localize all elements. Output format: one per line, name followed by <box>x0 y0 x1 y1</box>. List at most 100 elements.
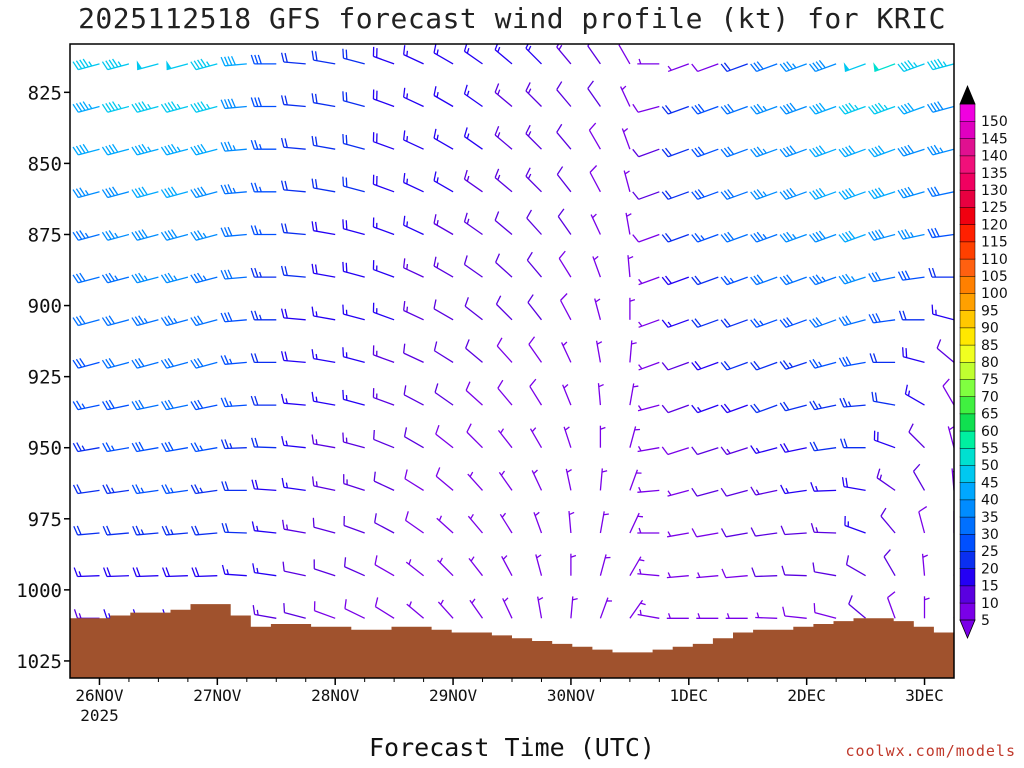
wind-barb <box>342 133 365 150</box>
wind-barb <box>629 469 642 491</box>
wind-barb <box>160 272 189 284</box>
wind-barb <box>190 143 218 156</box>
wind-barb <box>281 477 306 492</box>
wind-barb <box>868 313 896 324</box>
wind-barb <box>750 61 778 73</box>
wind-barb <box>565 468 572 491</box>
wind-barb <box>190 315 218 327</box>
wind-barb <box>101 358 130 369</box>
wind-barb <box>570 596 578 619</box>
wind-barb <box>661 147 690 158</box>
wind-barb <box>926 58 954 71</box>
wind-barb <box>886 591 896 619</box>
wind-barb <box>845 555 866 577</box>
wind-barb <box>562 384 572 406</box>
wind-barb <box>780 484 807 495</box>
colorbar-swatch <box>959 464 976 483</box>
wind-barb <box>70 191 71 199</box>
wind-barb <box>342 219 365 236</box>
wind-barb <box>1013 465 1024 491</box>
wind-barb <box>250 310 277 321</box>
wind-barb <box>434 383 454 406</box>
wind-barb <box>101 272 130 284</box>
colorbar-label: 25 <box>981 544 999 560</box>
wind-barb <box>494 44 513 65</box>
wind-barb <box>632 103 660 113</box>
wind-barb <box>464 297 483 321</box>
x-tick-label: 2DEC <box>787 686 826 705</box>
x-tick-label: 3DEC <box>905 686 944 705</box>
wind-barb <box>403 385 424 406</box>
wind-barb <box>101 315 130 327</box>
wind-barb <box>251 479 277 492</box>
y-tick-label: 850 <box>28 153 62 175</box>
colorbar-label: 15 <box>981 579 999 595</box>
wind-barb <box>556 166 572 193</box>
x-year-label: 2025 <box>80 706 119 725</box>
wind-barb <box>433 171 454 193</box>
wind-barb <box>525 82 542 107</box>
y-tick-label: 1000 <box>16 580 62 602</box>
wind-barb <box>868 187 896 200</box>
colorbar-swatch <box>959 103 976 122</box>
wind-barb <box>374 597 395 619</box>
colorbar-swatch <box>959 172 976 191</box>
wind-barb <box>897 186 925 199</box>
wind-barb <box>343 474 365 492</box>
wind-barb <box>404 469 424 491</box>
colorbar-swatch <box>959 241 976 260</box>
wind-barb <box>101 58 130 71</box>
wind-barb <box>599 425 606 448</box>
colorbar-label: 95 <box>981 303 999 319</box>
terrain-layer <box>70 604 954 678</box>
wind-barb <box>343 515 365 534</box>
wind-barb <box>72 358 100 369</box>
wind-barb <box>632 233 660 243</box>
wind-barb <box>912 463 926 491</box>
wind-barb <box>599 554 611 576</box>
wind-barb <box>556 81 572 107</box>
wind-barb <box>638 276 660 286</box>
wind-barb <box>667 531 689 538</box>
wind-barb <box>311 221 336 236</box>
colorbar-label: 90 <box>981 321 999 337</box>
wind-barb <box>721 568 748 579</box>
wind-barb <box>558 250 572 278</box>
wind-barb <box>720 62 748 73</box>
wind-barb <box>720 403 748 414</box>
wind-barb <box>779 360 807 370</box>
wind-barb <box>750 318 778 328</box>
wind-barb <box>873 62 896 73</box>
wind-barb <box>1009 336 1022 362</box>
wind-barb <box>221 481 247 492</box>
wind-barb <box>927 186 954 198</box>
wind-barb <box>597 383 604 406</box>
wind-barb <box>926 101 954 113</box>
wind-barb <box>372 388 395 406</box>
wind-barb <box>844 515 866 534</box>
wind-barb <box>343 557 365 577</box>
wind-barb <box>951 468 954 491</box>
wind-barb <box>750 146 778 158</box>
wind-barb <box>1013 551 1024 577</box>
wind-barb <box>988 55 1013 64</box>
wind-barb <box>809 102 837 115</box>
wind-barb <box>372 46 395 65</box>
wind-barb <box>221 522 247 534</box>
colorbar-label: 80 <box>981 355 999 371</box>
wind-barb <box>403 427 424 449</box>
wind-barb <box>280 308 306 321</box>
wind-barb <box>779 61 807 73</box>
x-tick-label: 1DEC <box>670 686 709 705</box>
wind-barb <box>871 391 896 406</box>
wind-barb <box>637 58 660 65</box>
wind-barb <box>374 555 395 577</box>
wind-barb <box>494 125 513 150</box>
wind-barb <box>561 341 572 363</box>
wind-barb <box>629 383 639 406</box>
wind-barb <box>873 430 896 449</box>
wind-barb <box>556 123 572 150</box>
wind-barb <box>467 513 483 534</box>
